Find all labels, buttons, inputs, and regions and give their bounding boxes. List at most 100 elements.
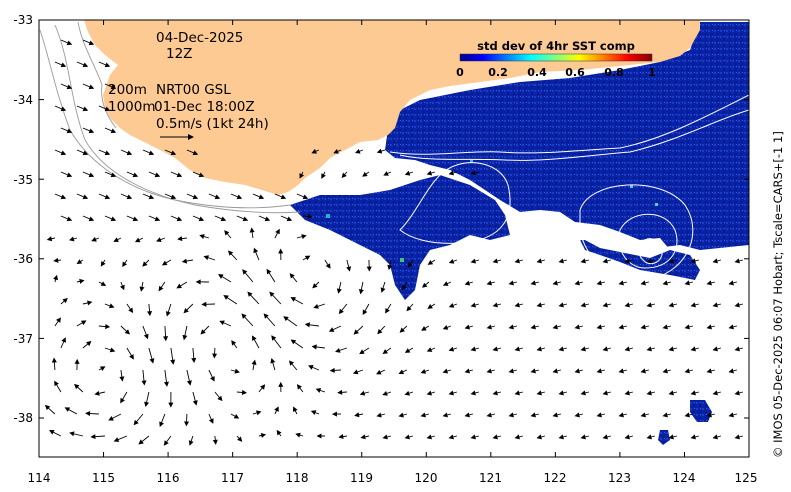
velocity-arrow-head: [85, 410, 91, 417]
velocity-arrow-head: [602, 346, 608, 352]
colorbar-tick: 0: [456, 66, 464, 79]
velocity-arrow-head: [154, 216, 161, 222]
velocity-arrow-head: [640, 412, 646, 418]
velocity-arrow-head: [618, 412, 624, 418]
velocity-arrow-head: [426, 347, 433, 352]
velocity-arrow-head: [104, 106, 111, 112]
velocity-arrow-head: [60, 106, 67, 112]
velocity-arrow-head: [728, 368, 734, 374]
velocity-arrow-head: [624, 258, 630, 264]
velocity-arrow-head: [195, 279, 201, 285]
velocity-arrow-head: [301, 234, 307, 240]
velocity-arrow-head: [486, 368, 492, 374]
velocity-arrow-head: [362, 309, 368, 315]
velocity-arrow-head: [184, 421, 190, 427]
y-tick-label: -36: [13, 252, 33, 266]
velocity-arrow-head: [734, 390, 740, 396]
colorbar-title: std dev of 4hr SST comp: [477, 39, 635, 53]
velocity-arrow-head: [514, 346, 520, 352]
x-tick-label: 117: [221, 471, 244, 485]
velocity-arrow-head: [198, 172, 205, 178]
velocity-arrow-head: [256, 410, 262, 416]
velocity-arrow-head: [170, 359, 176, 365]
velocity-arrow-head: [618, 368, 624, 374]
velocity-arrow-head: [236, 194, 243, 200]
velocity-arrow-head: [596, 368, 602, 374]
velocity-arrow-head: [148, 150, 155, 156]
date-label: 04-Dec-2025: [156, 30, 243, 46]
velocity-arrow-head: [508, 412, 514, 418]
velocity-arrow-head: [311, 148, 317, 154]
velocity-arrow-head: [148, 194, 155, 200]
velocity-arrow-head: [728, 324, 734, 330]
velocity-arrow-head: [154, 172, 161, 178]
velocity-arrow-head: [486, 324, 492, 330]
velocity-arrow-head: [105, 324, 111, 330]
velocity-arrow-head: [143, 333, 149, 340]
velocity-arrow-head: [86, 340, 92, 347]
velocity-arrow-head: [91, 236, 97, 242]
velocity-arrow-head: [422, 282, 428, 288]
velocity-arrow-head: [74, 358, 80, 364]
velocity-arrow-head: [183, 308, 189, 314]
sst-speckle: [400, 258, 404, 262]
velocity-arrow-head: [706, 412, 712, 418]
velocity-arrow-head: [536, 390, 542, 396]
velocity-arrow-head: [113, 437, 120, 442]
velocity-arrow-head: [100, 281, 107, 286]
velocity-arrow-head: [352, 369, 359, 375]
velocity-arrow-head: [380, 287, 386, 293]
velocity-arrow-head: [276, 429, 282, 436]
velocity-arrow-head: [242, 269, 248, 275]
velocity-arrow-head: [728, 280, 734, 286]
velocity-arrow-head: [177, 236, 183, 242]
colorbar-tick: 0.6: [565, 66, 585, 79]
velocity-arrow-head: [163, 440, 169, 446]
sst-speckle: [630, 185, 633, 188]
velocity-arrow-head: [62, 298, 68, 304]
colorbar-tick: 0.2: [488, 66, 508, 79]
velocity-arrow-head: [558, 434, 564, 440]
velocity-arrow-head: [530, 412, 536, 418]
velocity-arrow-head: [464, 368, 470, 374]
velocity-arrow-head: [734, 258, 740, 264]
velocity-arrow-head: [231, 340, 237, 346]
velocity-arrow-head: [382, 349, 389, 355]
velocity-arrow-head: [442, 412, 448, 418]
velocity-arrow-head: [237, 436, 243, 442]
velocity-arrow-head: [201, 301, 207, 307]
velocity-arrow-head: [119, 376, 125, 382]
velocity-arrow-head: [470, 434, 476, 440]
velocity-arrow-head: [712, 258, 718, 264]
velocity-arrow-head: [470, 258, 477, 264]
velocity-arrow-head: [552, 280, 558, 286]
velocity-arrow-head: [376, 148, 383, 154]
credit-label: © IMOS 05-Dec-2025 06:07 Hobart; Tscale=…: [771, 131, 785, 458]
velocity-arrow-head: [618, 324, 624, 330]
x-tick-label: 120: [415, 471, 438, 485]
velocity-arrow-head: [61, 337, 66, 343]
velocity-arrow-head: [141, 380, 147, 386]
velocity-arrow-head: [382, 434, 388, 440]
velocity-arrow-head: [346, 266, 352, 272]
velocity-arrow-head: [51, 357, 57, 363]
velocity-arrow-head: [126, 194, 133, 200]
velocity-arrow-head: [646, 302, 652, 308]
velocity-arrow-head: [133, 419, 139, 426]
velocity-arrow-head: [329, 367, 335, 373]
velocity-arrow-head: [646, 258, 652, 264]
velocity-arrow-head: [421, 325, 427, 331]
velocity-arrow-head: [79, 278, 85, 284]
velocity-arrow-head: [69, 236, 75, 242]
ssh-contour-line: [389, 94, 749, 155]
velocity-arrow-head: [385, 307, 390, 314]
velocity-arrow-head: [640, 324, 646, 330]
product-label: NRT00 GSL: [156, 82, 231, 98]
velocity-arrow-head: [536, 258, 542, 264]
velocity-arrow-head: [208, 418, 214, 424]
velocity-arrow-head: [328, 327, 335, 332]
velocity-arrow-head: [134, 237, 141, 243]
velocity-arrow-head: [662, 280, 668, 286]
velocity-arrow-head: [398, 369, 405, 375]
x-tick-label: 116: [157, 471, 180, 485]
